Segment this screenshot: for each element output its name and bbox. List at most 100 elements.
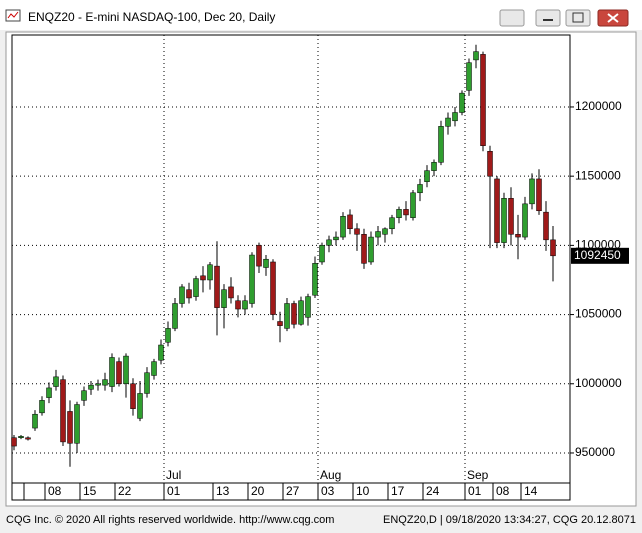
y-tick-label: 1150000: [575, 168, 621, 182]
candle-body: [60, 379, 66, 443]
x-tick-label: 27: [286, 484, 300, 498]
candle-body: [11, 437, 17, 447]
candle-body: [102, 379, 108, 386]
x-tick-label: 10: [356, 484, 370, 498]
x-tick-label: 01: [167, 484, 181, 498]
candle-body: [389, 217, 395, 230]
y-tick-label: 1000000: [575, 376, 622, 390]
candle-body: [445, 117, 451, 127]
x-tick-label: 03: [321, 484, 335, 498]
x-tick-label: 15: [83, 484, 97, 498]
candle-body: [501, 198, 507, 243]
maximize-button[interactable]: [565, 9, 591, 27]
candle-body: [137, 393, 143, 419]
x-tick-label: 13: [216, 484, 230, 498]
candle-body: [459, 92, 465, 113]
candle-body: [207, 264, 213, 281]
month-label: Sep: [467, 468, 489, 482]
close-icon: [607, 13, 619, 23]
candle-body: [81, 390, 87, 401]
candle-body: [536, 178, 542, 212]
candle-body: [270, 261, 276, 315]
candle-body: [193, 278, 199, 297]
candle-body: [235, 300, 241, 310]
candle-body: [18, 436, 24, 438]
minimize-button[interactable]: [535, 9, 561, 27]
month-label: Aug: [320, 468, 341, 482]
y-tick-label: 1050000: [575, 307, 622, 321]
candle-body: [32, 413, 38, 429]
candle-body: [522, 203, 528, 238]
candle-body: [333, 236, 339, 241]
x-tick-label: 22: [118, 484, 132, 498]
window-title: ENQZ20 - E-mini NASDAQ-100, Dec 20, Dail…: [28, 10, 275, 24]
maximize-icon: [572, 12, 584, 23]
candle-body: [410, 192, 416, 218]
x-tick-label: 14: [524, 484, 538, 498]
candle-body: [39, 400, 45, 414]
candle-body: [452, 112, 458, 122]
candle-body: [515, 234, 521, 238]
x-tick-label: 08: [496, 484, 510, 498]
candle-body: [424, 170, 430, 182]
candle-body: [200, 275, 206, 281]
x-tick-label: 08: [48, 484, 62, 498]
candle-body: [319, 245, 325, 263]
candle-body: [417, 184, 423, 194]
plot-area: [11, 34, 571, 484]
candle-body: [368, 236, 374, 263]
candle-body: [144, 372, 150, 394]
candle-body: [382, 228, 388, 235]
candle-body: [74, 404, 80, 444]
plot: 9500001000000105000011000001150000120000…: [11, 35, 629, 500]
candle-body: [347, 214, 353, 230]
x-tick-label: 24: [426, 484, 440, 498]
candle-body: [354, 228, 360, 235]
x-tick-label: 01: [468, 484, 482, 498]
candle-body: [326, 239, 332, 246]
candle-body: [221, 289, 227, 308]
candle-body: [312, 263, 318, 296]
candle-body: [473, 51, 479, 61]
candle-body: [466, 62, 472, 91]
candle-body: [550, 239, 556, 257]
candle-body: [431, 162, 437, 171]
candle-body: [214, 265, 220, 308]
candle-body: [53, 376, 59, 387]
x-tick-label: 17: [391, 484, 405, 498]
month-label: Jul: [166, 468, 181, 482]
pin-button[interactable]: [499, 9, 525, 27]
candle-body: [438, 126, 444, 163]
y-tick-label: 1200000: [575, 99, 622, 113]
candle-body: [284, 303, 290, 329]
candle-body: [109, 357, 115, 387]
candle-body: [25, 437, 31, 440]
last-price-label: 1092450: [574, 248, 621, 262]
candle-body: [249, 254, 255, 304]
candle-body: [508, 198, 514, 235]
candle-body: [151, 361, 157, 376]
x-tick-label: 20: [251, 484, 265, 498]
candle-body: [375, 231, 381, 238]
candle-body: [67, 411, 73, 444]
y-tick-label: 950000: [575, 445, 615, 459]
candle-body: [46, 387, 52, 398]
candle-body: [88, 384, 94, 390]
candle-body: [179, 286, 185, 304]
footer-right: ENQZ20,D | 09/18/2020 13:34:27, CQG 20.1…: [383, 514, 636, 526]
candle-body: [186, 289, 192, 299]
candle-body: [116, 361, 122, 385]
app-icon-line: [7, 11, 19, 19]
candle-body: [340, 216, 346, 238]
candle-body: [487, 151, 493, 177]
candle-body: [291, 303, 297, 325]
candle-body: [529, 178, 535, 205]
candle-body: [298, 300, 304, 325]
candle-body: [172, 303, 178, 329]
footer-left: CQG Inc. © 2020 All rights reserved worl…: [6, 514, 334, 526]
candle-body: [277, 321, 283, 326]
candle-body: [256, 245, 262, 267]
candle-body: [494, 178, 500, 243]
candle-body: [123, 355, 129, 385]
